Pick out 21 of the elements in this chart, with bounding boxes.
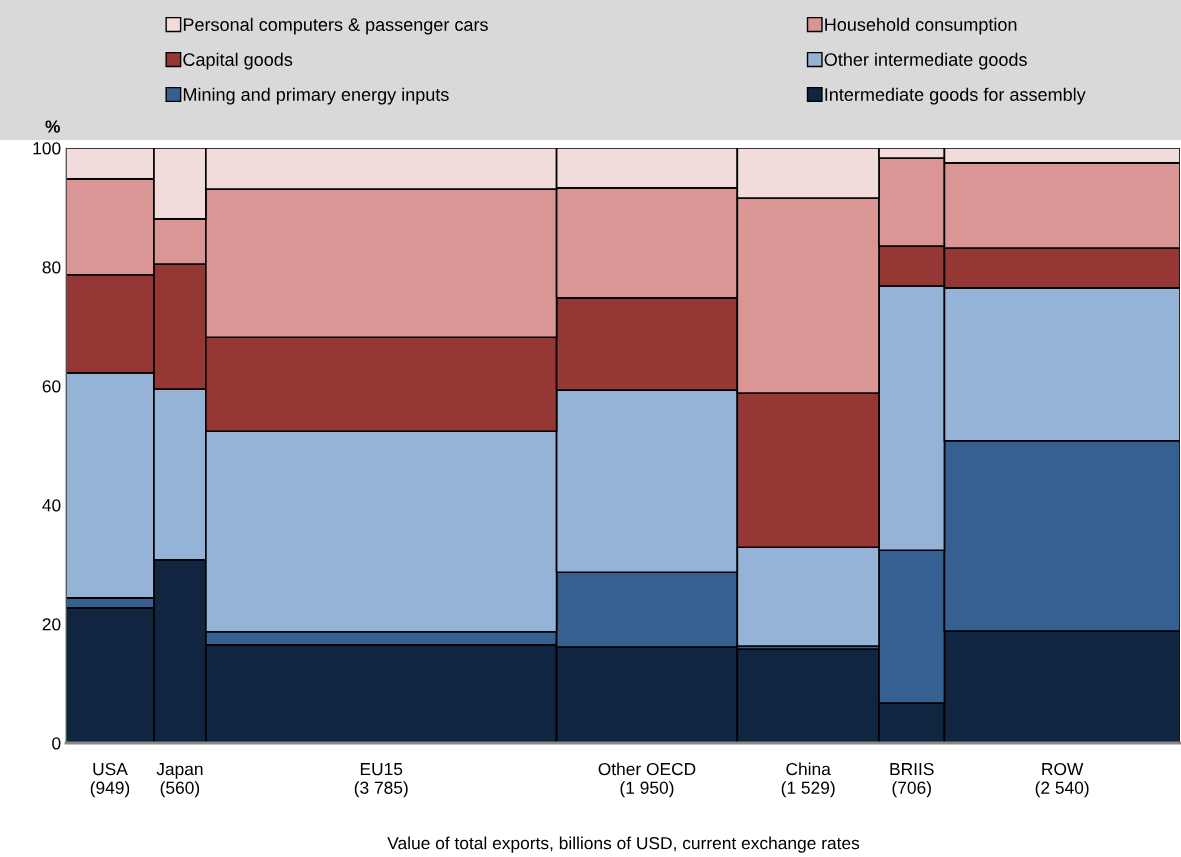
y-tick-label: 60 bbox=[42, 380, 61, 393]
y-tick-label: 100 bbox=[33, 142, 61, 155]
y-tick-label: 80 bbox=[42, 261, 61, 274]
x-axis-title: Value of total exports, billions of USD, current exchange rates bbox=[387, 836, 860, 853]
y-tick-label: 0 bbox=[52, 737, 61, 750]
x-tick-label: China (1 529) bbox=[781, 762, 835, 798]
legend-label: Intermediate goods for assembly bbox=[825, 87, 1086, 105]
legend-label: Other intermediate goods bbox=[824, 52, 1027, 70]
legend-label: Capital goods bbox=[183, 52, 293, 70]
x-tick-label: ROW (2 540) bbox=[1035, 762, 1089, 798]
x-tick-label: Other OECD (1 950) bbox=[598, 762, 696, 798]
y-axis-title: % bbox=[45, 120, 60, 133]
legend-label: Household consumption bbox=[825, 17, 1017, 35]
y-tick-label: 20 bbox=[42, 618, 61, 631]
legend-label: Personal computers & passenger cars bbox=[183, 17, 488, 35]
x-tick-label: BRIIS (706) bbox=[890, 762, 934, 798]
x-tick-label: USA (949) bbox=[90, 762, 130, 798]
y-tick-label: 40 bbox=[42, 499, 61, 512]
legend-label: Mining and primary energy inputs bbox=[183, 87, 449, 105]
x-tick-label: EU15 (3 785) bbox=[354, 763, 408, 798]
x-tick-label: Japan (560) bbox=[156, 763, 203, 798]
